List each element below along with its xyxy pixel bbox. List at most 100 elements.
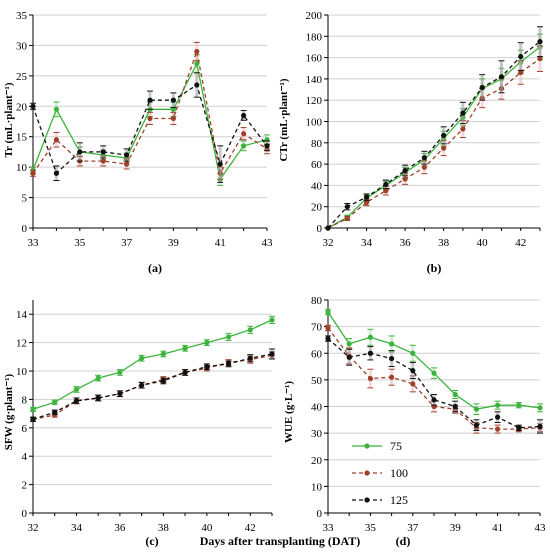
- panel-c-point-125: [52, 409, 58, 415]
- panel-d-point-75: [410, 350, 416, 356]
- panel-d-point-75: [431, 370, 437, 376]
- panel-d-xtick-label: 35: [365, 522, 377, 534]
- panel-a-xtick-label: 33: [28, 237, 40, 249]
- panel-d-series-line-125: [327, 338, 541, 429]
- panel-d-point-75: [346, 341, 352, 347]
- panel-c-ytick-label: 12: [16, 338, 27, 350]
- panel-b-xtick-label: 40: [477, 237, 489, 249]
- panel-c-point-125: [225, 361, 232, 367]
- panel-b-point-125: [402, 167, 408, 174]
- panel-c-point-75: [160, 351, 166, 357]
- panel-d-point-75: [389, 341, 395, 347]
- panel-d-point-75: [537, 405, 543, 411]
- legend-marker-125: [364, 497, 370, 503]
- panel-b-ytick-label: 160: [306, 53, 323, 65]
- panel-d-point-125: [516, 425, 522, 431]
- panel-c-point-75: [182, 345, 188, 351]
- panel-b-xtick-label: 42: [515, 237, 526, 249]
- panel-b-label: (b): [427, 261, 442, 275]
- panel-c-point-75: [204, 340, 210, 346]
- panel-b-point-125: [537, 39, 543, 45]
- panel-b-ytick-label: 80: [311, 138, 323, 150]
- legend-marker-75: [364, 443, 370, 449]
- panel-c-point-75: [225, 334, 232, 340]
- panel-d-point-125: [452, 403, 458, 410]
- panel-b-point-100: [363, 199, 370, 206]
- panel-d-point-125: [431, 397, 437, 403]
- panel-c-xtick-label: 42: [245, 522, 256, 534]
- panel-d-point-75: [516, 402, 522, 408]
- panel-c-point-75: [52, 399, 58, 405]
- panel-d-ytick-label: 30: [311, 428, 323, 440]
- panel-d-ytick-label: 80: [311, 295, 323, 307]
- panel-d-xtick-label: 41: [492, 522, 503, 534]
- panel-a-point-75: [170, 106, 176, 112]
- panel-d-xtick-label: 37: [407, 522, 419, 534]
- panel-c-xtick-label: 34: [71, 522, 83, 534]
- panel-a-point-100: [241, 131, 247, 137]
- panel-c-point-125: [117, 391, 123, 397]
- panel-a-point-125: [241, 112, 247, 119]
- panel-c-point-75: [117, 369, 123, 376]
- panel-a-xtick-label: 37: [121, 237, 133, 249]
- panel-d-xtick-label: 33: [323, 522, 335, 534]
- panel-b-xtick-label: 32: [323, 237, 334, 249]
- panel-c-point-75: [95, 375, 101, 381]
- panel-d-point-75: [367, 334, 373, 340]
- panel-c-ytick-label: 10: [16, 366, 28, 378]
- panel-a-point-125: [124, 152, 130, 158]
- panel-a-ylabel: Tr (mL·plant⁻¹): [3, 82, 15, 157]
- panel-c-point-125: [139, 382, 145, 388]
- panel-a-point-125: [77, 149, 83, 155]
- legend: 75 100 125: [352, 439, 408, 507]
- panel-b-point-125: [441, 132, 447, 138]
- panel-a-point-125: [100, 149, 106, 155]
- panel-b-xtick-label: 34: [361, 237, 373, 249]
- panel-a-ytick-label: 20: [16, 101, 28, 113]
- panel-c-point-75: [139, 355, 145, 361]
- panel-a-point-125: [53, 170, 60, 176]
- panel-c-ytick-label: 14: [16, 309, 28, 321]
- panel-a-point-100: [194, 48, 200, 55]
- panel-b-chart: CTr (mL·plant⁻¹) (b) 0 20 40 60 80 100 120 140 1…: [278, 10, 543, 275]
- panel-d-xtick-label: 39: [450, 522, 462, 534]
- panel-c-point-125: [182, 369, 188, 376]
- legend-marker-100: [364, 470, 370, 476]
- panel-b-point-100: [537, 56, 543, 62]
- panel-a-point-75: [53, 106, 60, 112]
- panel-c-point-125: [73, 398, 80, 404]
- panel-a-xtick-label: 43: [262, 237, 274, 249]
- legend-label-100: 100: [390, 466, 408, 480]
- panel-a-point-75: [241, 143, 247, 149]
- panel-a-point-125: [194, 82, 200, 88]
- panel-b-ylabel: CTr (mL·plant⁻¹): [278, 78, 290, 161]
- panel-b-xtick-label: 36: [400, 237, 412, 249]
- panel-c-point-125: [247, 355, 253, 361]
- panel-d-point-125: [389, 355, 395, 362]
- panel-c-point-75: [247, 327, 253, 333]
- panel-a-point-125: [217, 161, 223, 167]
- panel-d-point-100: [389, 374, 395, 380]
- panel-b-point-125: [344, 204, 350, 210]
- panel-d-ytick-label: 0: [317, 508, 323, 520]
- panel-d-point-75: [452, 391, 458, 398]
- panel-b-ytick-label: 40: [311, 180, 323, 192]
- panel-c-point-125: [160, 378, 166, 384]
- panel-c-series-line-125: [32, 353, 273, 420]
- panel-c-chart: SFW (g·plant⁻¹) (c) 0 2 4 6 8 10 12 14 32 34 36 38 4…: [3, 300, 275, 548]
- panel-d-point-125: [537, 423, 543, 430]
- legend-label-75: 75: [390, 439, 402, 453]
- panel-d-point-100: [325, 325, 331, 331]
- panel-b-series-line-125: [327, 41, 541, 229]
- panel-a-xtick-label: 35: [74, 237, 86, 249]
- panel-d-point-125: [410, 367, 416, 374]
- panel-c-xtick-label: 36: [114, 522, 126, 534]
- panel-d-label: (d): [396, 534, 411, 548]
- panel-d-point-125: [346, 354, 352, 360]
- panel-d-point-100: [367, 375, 373, 382]
- panel-a-ytick-label: 35: [16, 10, 28, 22]
- panel-a-point-75: [194, 61, 200, 67]
- panel-d-ylabel: WUE (g·L⁻¹): [283, 381, 295, 443]
- panel-a-label: (a): [148, 261, 162, 275]
